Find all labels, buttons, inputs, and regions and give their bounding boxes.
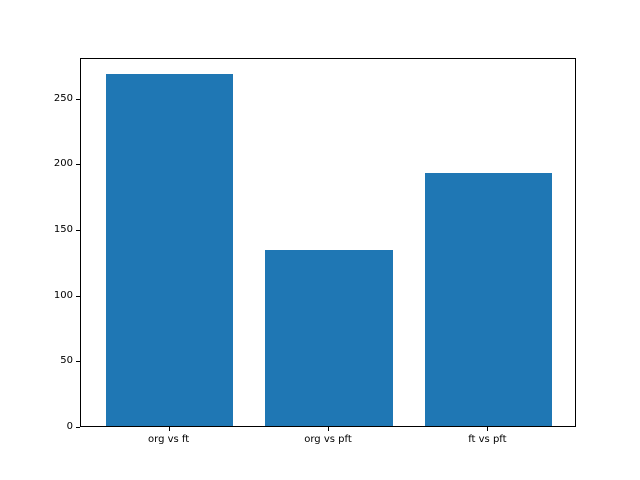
y-tick-label: 0 [66,421,73,432]
y-tick-label: 200 [53,158,73,170]
y-tick-mark [76,427,80,428]
x-tick-label: org vs pft [304,434,352,445]
bar-ft-vs-pft [424,172,553,426]
y-tick-mark [76,98,80,100]
y-tick-mark [76,295,80,297]
bar-org-vs-pft [265,250,393,426]
y-tick-mark [76,230,80,232]
y-tick-label: 50 [60,355,73,367]
x-tick-label: org vs ft [148,434,190,445]
x-tick-label: ft vs pft [468,434,507,445]
y-tick-label: 250 [53,92,73,104]
y-tick-mark [76,164,80,166]
x-tick-mark [168,427,170,431]
plot-area [80,58,576,427]
y-tick-mark [76,361,80,363]
x-tick-mark [487,427,489,431]
x-tick-mark [328,427,329,431]
y-tick-label: 150 [53,224,73,236]
y-tick-label: 100 [53,289,73,301]
bar-org-vs-ft [105,74,234,426]
